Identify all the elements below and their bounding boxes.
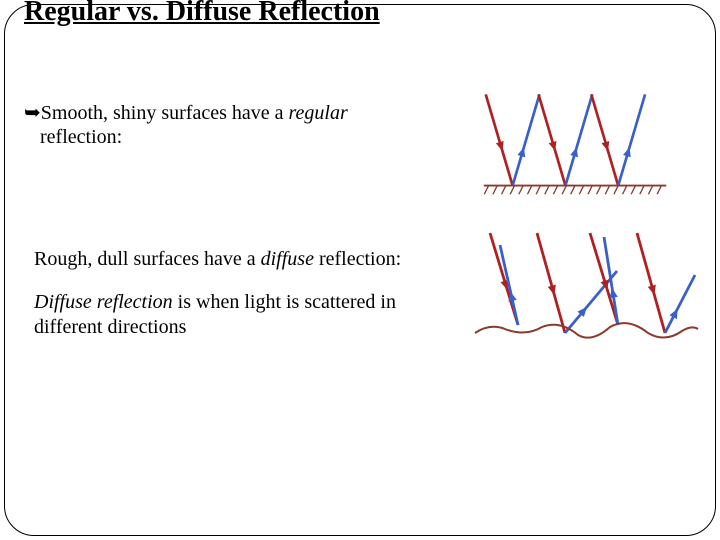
para-diffuse-def: Diffuse reflection is when light is scat… xyxy=(34,290,464,340)
regular-reflection-diagram xyxy=(460,80,690,200)
diffuse-reflection-diagram xyxy=(470,225,700,350)
bullet-regular-text: Smooth, shiny surfaces have a xyxy=(41,102,289,124)
bullet-regular: ➥Smooth, shiny surfaces have a regular xyxy=(24,100,384,126)
slide-title: Regular vs. Diffuse Reflection xyxy=(24,0,380,28)
para-diffuse-intro: Rough, dull surfaces have a diffuse refl… xyxy=(34,246,464,272)
bullet-regular-sub: reflection: xyxy=(40,126,122,149)
bullet-regular-emph: regular xyxy=(289,102,348,124)
para-diffuse-suffix: reflection: xyxy=(314,248,401,270)
bullet-swash-icon: ➥ xyxy=(24,102,41,124)
para-diffuse-prefix: Rough, dull surfaces have a xyxy=(34,248,261,270)
para-diffuse-emph: diffuse xyxy=(261,248,314,270)
para-diffuse-def-emph: Diffuse reflection xyxy=(34,291,173,313)
